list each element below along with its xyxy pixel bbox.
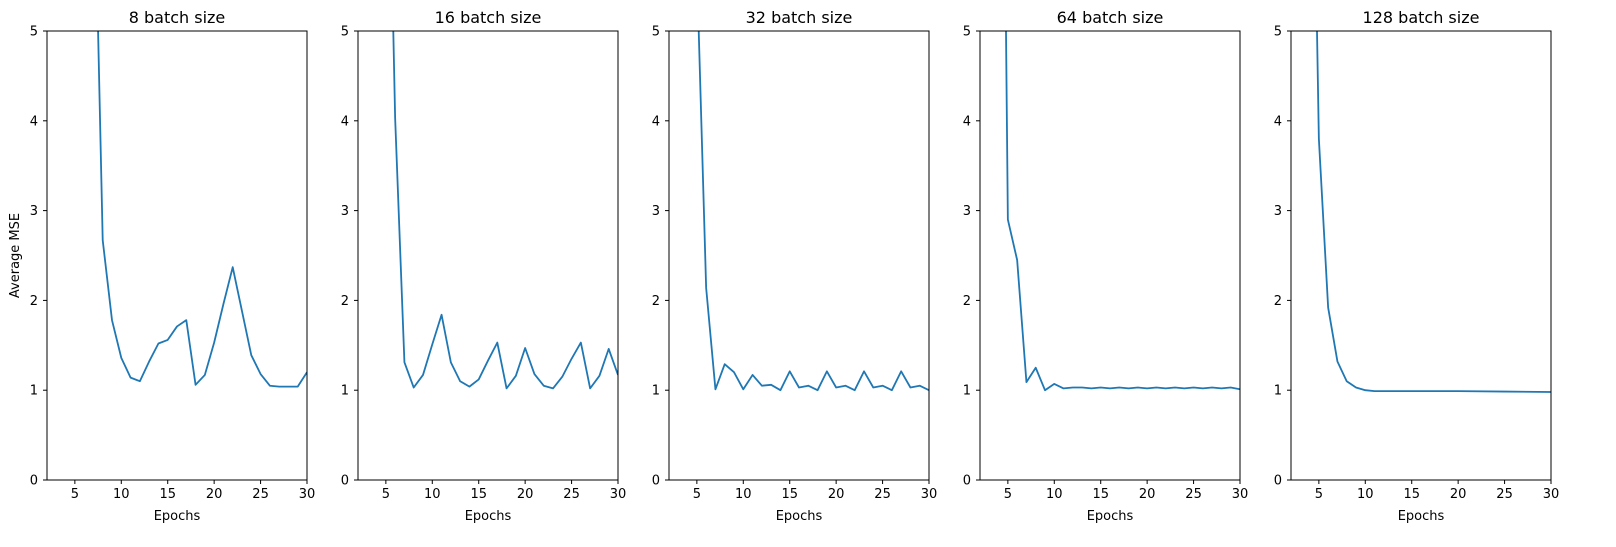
y-tick-label: 3 <box>30 204 38 219</box>
y-tick-label: 1 <box>963 384 971 399</box>
x-tick-label: 30 <box>610 487 627 502</box>
x-tick-label: 20 <box>828 487 845 502</box>
y-tick-label: 5 <box>30 25 38 40</box>
y-tick-label: 3 <box>1274 204 1282 219</box>
y-tick-label: 3 <box>341 204 349 219</box>
x-tick-label: 5 <box>693 487 701 502</box>
y-tick-label: 4 <box>652 114 660 129</box>
x-tick-label: 20 <box>1450 487 1467 502</box>
chart-title: 8 batch size <box>129 8 226 27</box>
axes-frame <box>668 30 930 481</box>
chart-title: 32 batch size <box>746 8 853 27</box>
y-tick-label: 0 <box>652 474 660 489</box>
y-tick-label: 2 <box>652 294 660 309</box>
y-tick-label: 2 <box>30 294 38 309</box>
chart-panel-5: 5 10 15 20 25 30 0 1 2 3 4 5 128 batch size Epochs <box>1274 8 1560 524</box>
x-axis-label: Epochs <box>776 509 823 524</box>
x-tick-label: 10 <box>1357 487 1374 502</box>
x-tick-label: 25 <box>563 487 580 502</box>
x-tick-label: 20 <box>1139 487 1156 502</box>
y-tick-label: 0 <box>1274 474 1282 489</box>
chart-title: 64 batch size <box>1057 8 1164 27</box>
y-tick-label: 5 <box>1274 25 1282 40</box>
x-tick-label: 30 <box>1543 487 1560 502</box>
chart-panel-1: 5 10 15 20 25 30 0 1 2 3 4 5 8 batch size Epochs Avera… <box>8 8 315 524</box>
x-tick-label: 30 <box>1232 487 1249 502</box>
chart-panel-3: 5 10 15 20 25 30 0 1 2 3 4 5 32 batch size Epochs <box>652 8 938 524</box>
chart-panel-4: 5 10 15 20 25 30 0 1 2 3 4 5 64 batch size Epochs <box>963 8 1249 524</box>
x-tick-label: 15 <box>1403 487 1420 502</box>
chart-title: 128 batch size <box>1363 8 1480 27</box>
x-tick-label: 15 <box>470 487 487 502</box>
x-axis-label: Epochs <box>1087 509 1134 524</box>
y-tick-label: 1 <box>652 384 660 399</box>
y-tick-label: 0 <box>341 474 349 489</box>
x-tick-label: 5 <box>382 487 390 502</box>
y-tick-label: 1 <box>1274 384 1282 399</box>
series-line <box>97 31 307 388</box>
series-line <box>1316 31 1551 393</box>
y-axis-label: Average MSE <box>8 213 23 298</box>
x-tick-label: 30 <box>921 487 938 502</box>
y-tick-label: 1 <box>30 384 38 399</box>
y-tick-label: 2 <box>341 294 349 309</box>
x-tick-label: 5 <box>1315 487 1323 502</box>
y-tick-label: 1 <box>341 384 349 399</box>
series-line <box>697 31 929 392</box>
x-tick-label: 20 <box>206 487 223 502</box>
y-tick-label: 4 <box>1274 114 1282 129</box>
x-tick-label: 30 <box>299 487 316 502</box>
x-tick-label: 5 <box>1004 487 1012 502</box>
y-tick-label: 3 <box>963 204 971 219</box>
x-tick-label: 10 <box>735 487 752 502</box>
axes-frame <box>1290 30 1552 481</box>
y-tick-label: 2 <box>1274 294 1282 309</box>
x-tick-label: 10 <box>1046 487 1063 502</box>
y-tick-label: 3 <box>652 204 660 219</box>
chart-title: 16 batch size <box>435 8 542 27</box>
y-tick-label: 4 <box>341 114 349 129</box>
chart-panel-2: 5 10 15 20 25 30 0 1 2 3 4 5 16 batch size Epochs <box>341 8 627 524</box>
x-tick-label: 15 <box>1092 487 1109 502</box>
series-line <box>392 31 618 390</box>
x-axis-label: Epochs <box>1398 509 1445 524</box>
x-tick-label: 10 <box>113 487 130 502</box>
x-tick-label: 25 <box>1496 487 1513 502</box>
axes-frame <box>357 30 619 481</box>
x-axis-label: Epochs <box>154 509 201 524</box>
y-tick-label: 4 <box>963 114 971 129</box>
x-tick-label: 5 <box>71 487 79 502</box>
x-tick-label: 25 <box>1185 487 1202 502</box>
x-tick-label: 15 <box>781 487 798 502</box>
x-tick-label: 15 <box>159 487 176 502</box>
y-tick-label: 5 <box>341 25 349 40</box>
y-tick-label: 5 <box>963 25 971 40</box>
y-tick-label: 4 <box>30 114 38 129</box>
axes-frame <box>979 30 1241 481</box>
y-tick-label: 5 <box>652 25 660 40</box>
y-tick-label: 0 <box>963 474 971 489</box>
x-axis-label: Epochs <box>465 509 512 524</box>
y-tick-label: 2 <box>963 294 971 309</box>
axes-frame <box>46 30 308 481</box>
x-tick-label: 10 <box>424 487 441 502</box>
series-line <box>1005 31 1240 392</box>
x-tick-label: 25 <box>252 487 269 502</box>
x-tick-label: 20 <box>517 487 534 502</box>
y-tick-label: 0 <box>30 474 38 489</box>
x-tick-label: 25 <box>874 487 891 502</box>
